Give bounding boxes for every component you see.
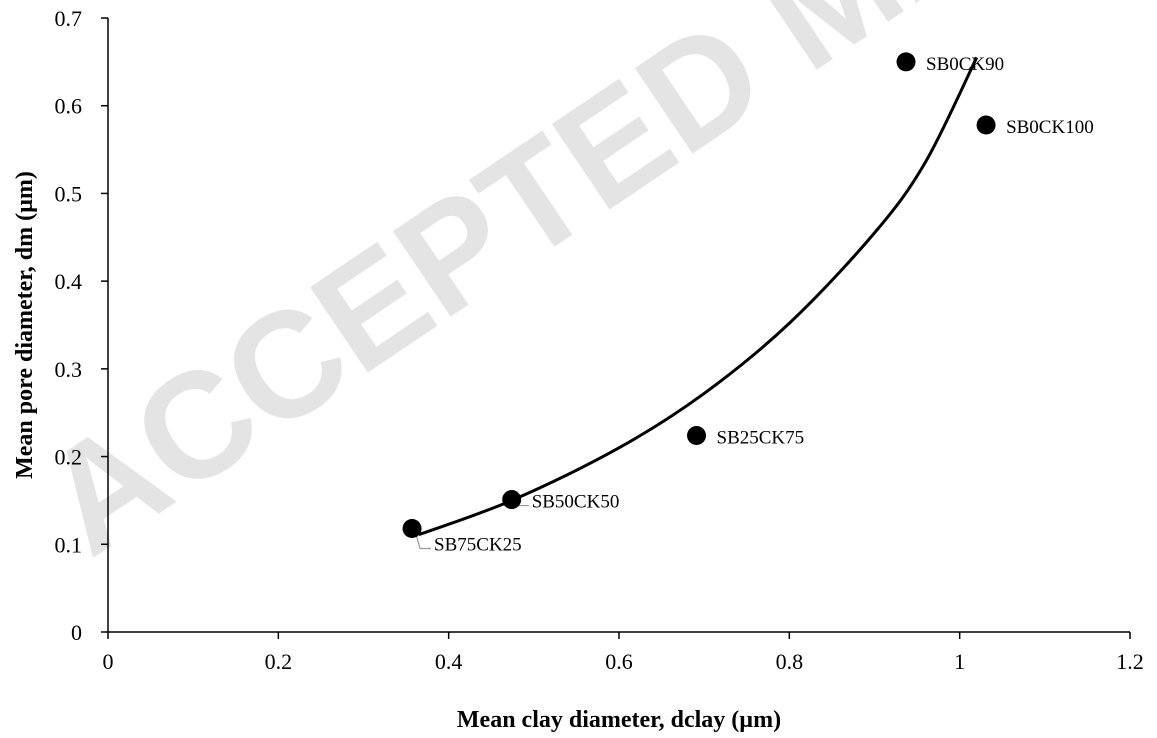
x-tick-label: 0.8	[776, 649, 804, 674]
y-tick-label: 0.1	[55, 532, 83, 557]
data-point-label: SB75CK25	[434, 534, 522, 555]
data-point	[687, 426, 707, 446]
x-tick-label: 1	[954, 649, 965, 674]
x-tick-label: 0.6	[605, 649, 633, 674]
data-point	[896, 52, 916, 72]
x-tick-label: 1.2	[1116, 649, 1144, 674]
data-points	[402, 52, 996, 538]
y-axis-title: Mean pore diameter, dm (µm)	[12, 171, 38, 479]
data-point-label: SB50CK50	[532, 492, 620, 513]
trendline	[418, 56, 979, 537]
data-point	[402, 518, 422, 538]
x-tick-label: 0	[103, 649, 114, 674]
y-tick-label: 0.5	[55, 181, 83, 206]
x-axis-ticks: 0 0.2 0.4 0.6 0.8 1 1.2	[103, 632, 1144, 674]
y-tick-label: 0.6	[55, 94, 83, 119]
data-point-label: SB0CK90	[926, 54, 1004, 75]
x-axis-title: Mean clay diameter, dclay (µm)	[457, 707, 781, 733]
data-point	[502, 490, 522, 510]
x-tick-label: 0.2	[265, 649, 293, 674]
data-point	[976, 115, 996, 135]
label-leader-line	[415, 534, 432, 550]
data-point-label: SB25CK75	[717, 428, 805, 449]
y-tick-label: 0	[71, 620, 82, 645]
y-axis-ticks: 0 0.1 0.2 0.3 0.4 0.5 0.6 0.7	[55, 6, 108, 645]
y-tick-label: 0.3	[55, 357, 83, 382]
data-point-labels: SB75CK25 SB50CK50 SB25CK75 SB0CK90 SB0CK100	[434, 54, 1094, 556]
x-tick-label: 0.4	[435, 649, 463, 674]
y-tick-label: 0.4	[55, 269, 83, 294]
y-tick-label: 0.2	[55, 445, 83, 470]
data-point-label: SB0CK100	[1006, 117, 1094, 138]
y-tick-label: 0.7	[55, 6, 83, 31]
